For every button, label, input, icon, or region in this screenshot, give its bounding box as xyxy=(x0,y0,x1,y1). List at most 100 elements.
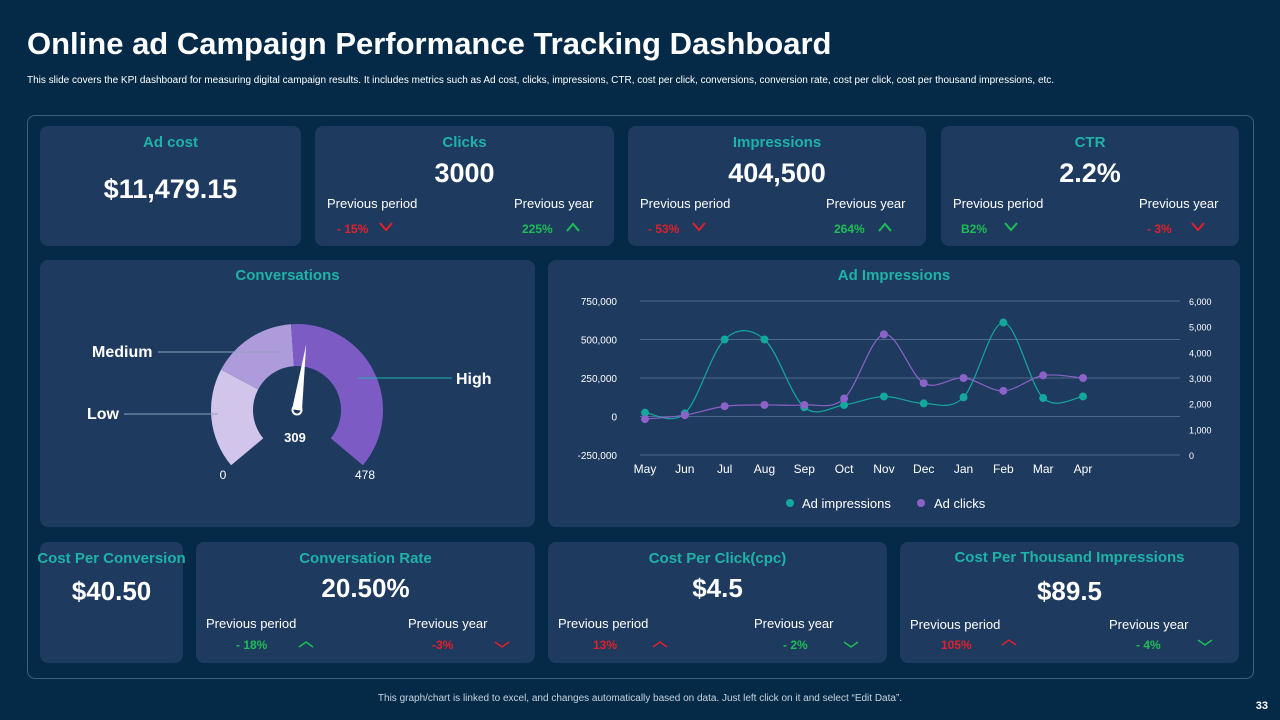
cpc-value: $4.5 xyxy=(692,573,743,603)
y-left-tick-label: -250,000 xyxy=(578,451,618,462)
chevron-down-icon xyxy=(379,222,393,232)
cost-per-conversion-title: Cost Per Conversion xyxy=(37,550,186,567)
clicks-prev-year-value: 225% xyxy=(522,222,553,236)
cpc-prev-period-value: 13% xyxy=(593,638,618,652)
x-tick-label: Oct xyxy=(835,462,854,476)
page-number: 33 xyxy=(1255,700,1268,712)
legend-marker-impressions xyxy=(786,499,794,507)
cpm-prev-year-value: - 4% xyxy=(1136,638,1161,652)
chevron-up-icon xyxy=(298,641,314,648)
y-right-tick-label: 2,000 xyxy=(1189,400,1212,410)
y-right-tick-label: 3,000 xyxy=(1189,374,1212,384)
data-point-impressions xyxy=(720,335,729,344)
y-right-tick-label: 5,000 xyxy=(1189,323,1212,333)
cpc-prev-year-label: Previous year xyxy=(754,616,834,631)
cpc-prev-period-label: Previous period xyxy=(558,616,649,631)
ctr-prev-year-value: - 3% xyxy=(1147,222,1172,236)
gauge-label-low: Low xyxy=(87,406,120,423)
footer-note: This graph/chart is linked to excel, and… xyxy=(377,693,903,704)
conversation-rate-prev-period-value: - 18% xyxy=(236,638,268,652)
impressions-value: 404,500 xyxy=(728,158,826,188)
ad-cost-value: $11,479.15 xyxy=(103,174,238,204)
clicks-prev-period-value: - 15% xyxy=(337,222,369,236)
data-point-clicks xyxy=(999,386,1008,395)
cpm-prev-period-value: 105% xyxy=(941,638,972,652)
clicks-prev-year-label: Previous year xyxy=(514,196,594,211)
chevron-up-icon xyxy=(878,222,892,232)
y-left-tick-label: 0 xyxy=(611,413,617,424)
y-left-tick-label: 500,000 xyxy=(581,336,618,347)
ad-impressions-card: Ad Impressions -250,000 0 250,000 500,000 75… xyxy=(548,260,1240,527)
series-line-impressions xyxy=(644,321,1084,420)
ad-impressions-chart: Ad Impressions -250,000 0 250,000 500,000 75… xyxy=(578,267,1212,511)
x-tick-label: Jan xyxy=(954,462,973,476)
y-right-tick-label: 0 xyxy=(1189,451,1194,461)
chevron-down-icon xyxy=(843,641,859,648)
ctr-prev-period-label: Previous period xyxy=(953,196,1044,211)
gauge-min-label: 0 xyxy=(220,468,227,482)
chevron-up-icon xyxy=(1001,639,1017,646)
data-point-impressions xyxy=(840,400,849,409)
impressions-prev-year-value: 264% xyxy=(834,222,865,236)
gauge-pivot xyxy=(291,404,303,416)
chevron-down-icon xyxy=(692,222,706,232)
impressions-prev-year-label: Previous year xyxy=(826,196,906,211)
y-left-tick-label: 750,000 xyxy=(581,297,618,308)
clicks-value: 3000 xyxy=(434,158,495,188)
cpc-title: Cost Per Click(cpc) xyxy=(648,550,787,567)
data-point-clicks xyxy=(840,394,849,403)
data-point-clicks xyxy=(879,330,888,339)
data-point-impressions xyxy=(760,335,769,344)
series-line-clicks xyxy=(644,333,1084,420)
data-point-clicks xyxy=(680,411,689,420)
data-point-clicks xyxy=(1039,371,1048,380)
gauge-needle xyxy=(292,344,307,411)
cpc-prev-year-value: - 2% xyxy=(783,638,808,652)
cost-per-conversion-value: $40.50 xyxy=(71,576,152,606)
legend-marker-clicks xyxy=(917,499,925,507)
ctr-value: 2.2% xyxy=(1059,158,1121,188)
cpm-card: Cost Per Thousand Impressions $89.5 Prev… xyxy=(900,542,1239,663)
x-tick-label: Mar xyxy=(1033,462,1054,476)
x-tick-label: Apr xyxy=(1074,462,1093,476)
cost-per-conversion-card: Cost Per Conversion $40.50 xyxy=(37,542,186,663)
data-point-clicks xyxy=(720,402,729,411)
chart-title: Ad Impressions xyxy=(838,267,951,284)
data-point-clicks xyxy=(641,415,649,424)
page-subtitle: This slide covers the KPI dashboard for … xyxy=(27,75,1055,86)
legend-label-impressions: Ad impressions xyxy=(802,496,891,511)
x-tick-label: Feb xyxy=(993,462,1014,476)
data-point-impressions xyxy=(999,318,1008,327)
x-tick-label: Jun xyxy=(675,462,694,476)
cpm-prev-year-label: Previous year xyxy=(1109,617,1189,632)
gauge-value: 309 xyxy=(284,430,306,445)
ad-cost-title: Ad cost xyxy=(142,134,198,151)
data-point-impressions xyxy=(959,393,968,402)
data-point-clicks xyxy=(760,400,769,409)
x-tick-label: Dec xyxy=(913,462,934,476)
conversation-rate-prev-period-label: Previous period xyxy=(206,616,297,631)
chevron-up-icon xyxy=(566,222,580,232)
gauge-max-label: 478 xyxy=(355,468,375,482)
y-right-tick-label: 4,000 xyxy=(1189,348,1212,358)
clicks-prev-period-label: Previous period xyxy=(327,196,418,211)
cpm-prev-period-label: Previous period xyxy=(910,617,1001,632)
data-point-impressions xyxy=(879,392,888,401)
clicks-title: Clicks xyxy=(442,134,487,151)
ctr-prev-year-label: Previous year xyxy=(1139,196,1219,211)
x-tick-label: Jul xyxy=(717,462,732,476)
ctr-prev-period-value: B2% xyxy=(961,222,988,236)
gauge-segment-high xyxy=(291,324,383,466)
conversations-card: Conversations Medium Low High 309 0 478 xyxy=(40,260,535,527)
y-right-tick-label: 6,000 xyxy=(1189,297,1212,307)
data-point-clicks xyxy=(800,400,809,409)
dashboard-frame xyxy=(27,115,1254,679)
data-point-clicks xyxy=(1079,374,1087,382)
page-title: Online ad Campaign Performance Tracking … xyxy=(27,26,832,61)
data-point-impressions xyxy=(641,408,649,417)
data-point-clicks xyxy=(919,379,928,388)
conversations-title: Conversations xyxy=(235,267,340,284)
x-tick-label: May xyxy=(634,462,657,476)
cpc-card: Cost Per Click(cpc) $4.5 Previous period… xyxy=(548,542,887,663)
x-tick-label: Aug xyxy=(754,462,775,476)
